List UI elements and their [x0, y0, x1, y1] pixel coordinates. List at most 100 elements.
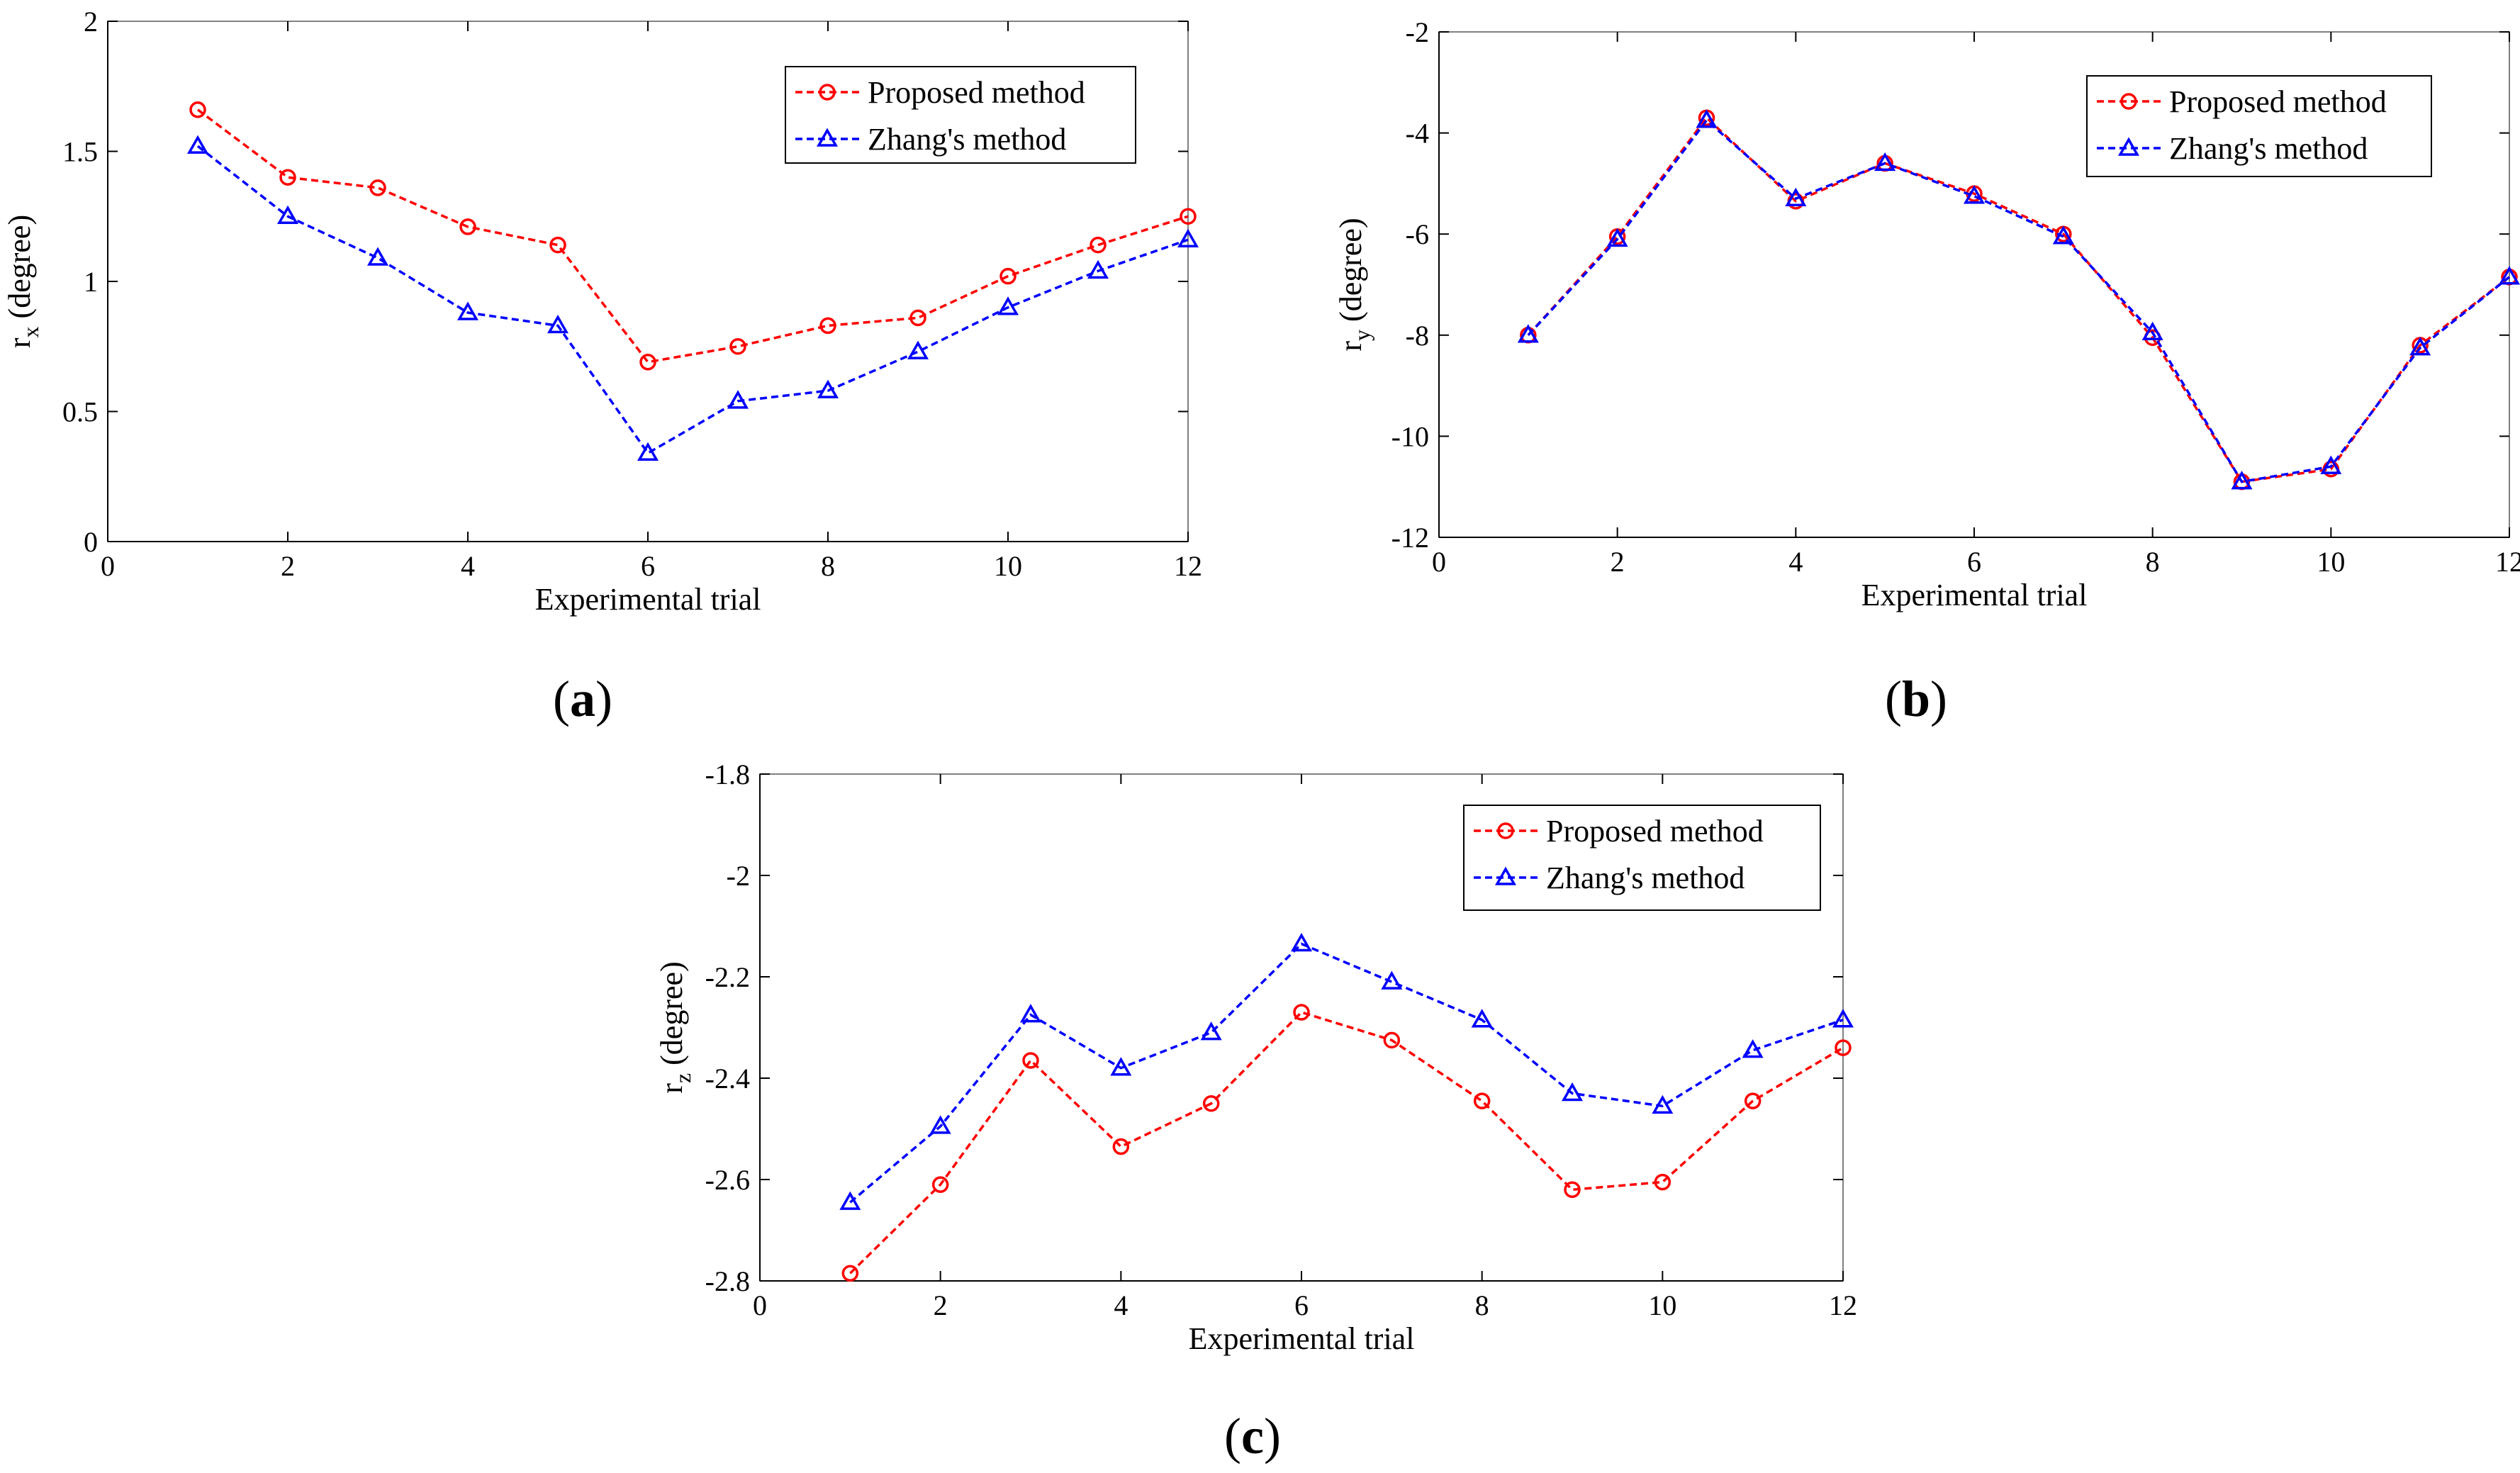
y-tick-label: -10	[1391, 420, 1429, 452]
legend-marker-circle	[819, 84, 836, 101]
y-axis-title-subscript: z	[670, 1073, 695, 1083]
x-tick-label: 10	[2317, 546, 2345, 578]
data-point-zhang	[2498, 266, 2520, 285]
y-axis-title-subscript: y	[1349, 330, 1374, 341]
legend: Proposed method Zhang's method	[2086, 75, 2432, 177]
y-tick-label: -2.6	[705, 1164, 750, 1196]
data-point-zhang	[1087, 259, 1109, 279]
data-point-proposed	[1473, 1092, 1491, 1109]
data-point-proposed	[1112, 1138, 1130, 1155]
data-point-proposed	[279, 169, 296, 186]
y-tick-label: -2	[1406, 16, 1429, 48]
data-point-zhang	[1652, 1094, 1674, 1114]
y-axis-title: ry (degree)	[1333, 218, 1374, 351]
data-point-zhang	[1110, 1057, 1132, 1076]
data-point-zhang	[1290, 932, 1313, 952]
legend-marker-circle	[1497, 822, 1514, 839]
data-point-proposed	[1835, 1039, 1852, 1056]
data-point-proposed	[1383, 1031, 1401, 1049]
y-tick-label: 2	[84, 6, 98, 38]
y-tick-label: 1.5	[62, 136, 98, 168]
legend-entry-label: Proposed method	[868, 75, 1085, 110]
data-point-zhang	[1874, 152, 1896, 172]
legend-marker-triangle	[816, 128, 839, 147]
legend-marker-triangle	[2117, 137, 2140, 156]
y-tick-label: -2	[727, 860, 750, 892]
series-line-zhang	[196, 145, 1189, 455]
data-point-zhang	[727, 390, 749, 409]
chart-panel-b: 0 2 4 6 8 10 12 -12 -10 -8 -6 -4 -2 Experimental tria…	[1333, 16, 2520, 727]
legend: Proposed method Zhang's method	[1463, 805, 1821, 911]
x-tick-label: 2	[281, 550, 295, 582]
y-tick-label: 1	[84, 266, 98, 298]
data-point-zhang	[1561, 1082, 1584, 1102]
data-point-proposed	[1564, 1181, 1581, 1199]
y-tick-label: 0.5	[62, 396, 98, 428]
data-point-zhang	[817, 379, 839, 398]
y-tick-label: 0	[84, 526, 98, 558]
x-tick-label: 12	[1829, 1289, 1857, 1321]
data-point-zhang	[637, 442, 659, 461]
legend-marker-circle	[2120, 93, 2137, 110]
data-point-zhang	[929, 1115, 951, 1134]
data-point-proposed	[909, 309, 926, 327]
panel-label-letter: a	[570, 671, 595, 727]
data-point-zhang	[1517, 324, 1539, 343]
legend-entry-label: Proposed method	[1546, 814, 1764, 848]
data-point-proposed	[369, 179, 386, 196]
data-point-zhang	[366, 247, 389, 266]
data-point-zhang	[1177, 228, 1199, 248]
y-axis-title-main: r	[654, 1083, 689, 1094]
panel-label-close: )	[1264, 1408, 1281, 1464]
data-point-proposed	[1744, 1092, 1762, 1109]
x-axis-title: Experimental trial	[1189, 1321, 1415, 1356]
y-tick-label: -6	[1406, 218, 1429, 250]
data-point-proposed	[189, 101, 206, 118]
x-tick-label: 0	[101, 550, 115, 582]
legend-box	[785, 66, 1136, 164]
y-tick-label: -2.2	[705, 961, 750, 993]
y-axis-title: rx (degree)	[2, 215, 43, 348]
series-line-proposed	[196, 108, 1189, 364]
data-point-zhang	[547, 314, 569, 334]
data-point-proposed	[841, 1265, 859, 1282]
x-tick-label: 2	[934, 1289, 948, 1321]
data-point-proposed	[1022, 1052, 1039, 1069]
legend-entry-label: Zhang's method	[1546, 861, 1745, 895]
data-point-zhang	[186, 135, 209, 154]
series-line-proposed	[849, 1011, 1844, 1275]
x-tick-label: 6	[1294, 1289, 1309, 1321]
x-tick-label: 4	[1788, 546, 1803, 578]
y-axis-title-suffix: (degree)	[1333, 218, 1368, 330]
panel-label-letter: b	[1902, 671, 1930, 727]
panel-label: (a)	[553, 671, 612, 727]
data-point-proposed	[1180, 208, 1197, 225]
panel-label-open: (	[1224, 1408, 1241, 1464]
data-point-proposed	[1293, 1004, 1310, 1021]
data-point-zhang	[1785, 187, 1807, 207]
panel-label: (c)	[1224, 1408, 1281, 1464]
x-tick-label: 8	[1475, 1289, 1489, 1321]
data-point-zhang	[1019, 1004, 1042, 1023]
data-point-proposed	[999, 267, 1017, 285]
data-point-zhang	[1963, 185, 1986, 204]
x-tick-label: 4	[1114, 1289, 1128, 1321]
data-point-zhang	[2409, 337, 2431, 356]
y-axis-title-main: r	[2, 337, 37, 348]
data-point-zhang	[1200, 1021, 1222, 1041]
data-point-zhang	[2320, 455, 2342, 474]
panel-label-open: (	[553, 671, 570, 727]
y-tick-label: -2.8	[705, 1265, 750, 1297]
data-point-zhang	[2052, 225, 2074, 245]
x-tick-label: 2	[1611, 546, 1625, 578]
series-line-zhang	[1527, 118, 2511, 483]
data-point-proposed	[1654, 1173, 1671, 1191]
data-point-zhang	[2231, 471, 2253, 490]
x-tick-label: 6	[641, 550, 655, 582]
y-tick-label: -12	[1391, 522, 1429, 554]
y-tick-label: -8	[1406, 320, 1429, 352]
data-point-zhang	[457, 301, 479, 320]
x-tick-label: 10	[1648, 1289, 1676, 1321]
data-point-zhang	[1742, 1039, 1764, 1058]
